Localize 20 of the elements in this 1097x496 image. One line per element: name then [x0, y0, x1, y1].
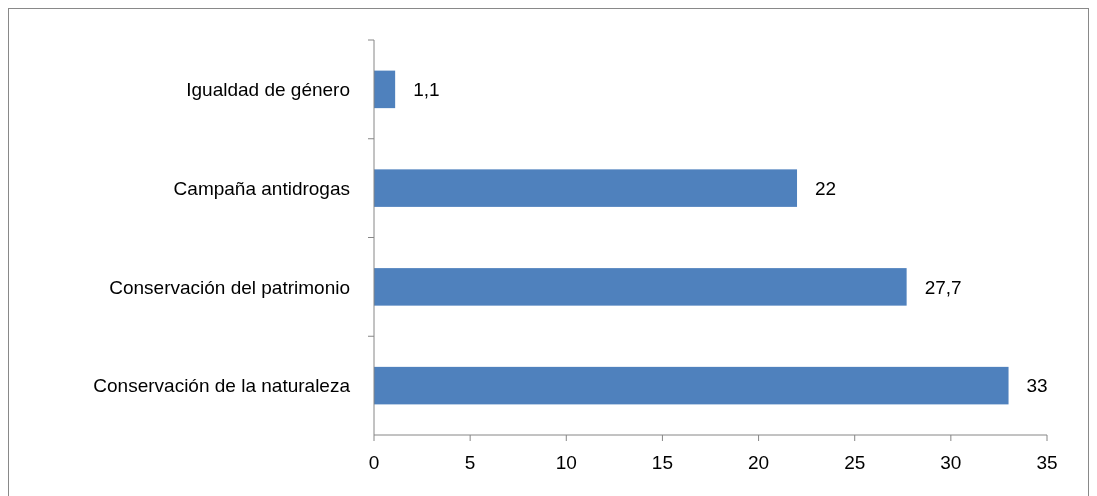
x-tick-label: 35 [1036, 452, 1058, 473]
y-tick-label: Campaña antidrogas [173, 177, 350, 199]
bar [374, 70, 396, 109]
x-tick-label: 10 [555, 452, 577, 473]
x-tick-label: 5 [464, 452, 476, 473]
bar [374, 268, 907, 306]
y-tick-label: Igualdad de género [186, 79, 350, 101]
y-tick-label: Conservación del patrimonio [109, 276, 350, 298]
data-label: 27,7 [924, 276, 962, 298]
data-label: 1,1 [413, 79, 440, 101]
bar [374, 169, 798, 207]
x-tick-label: 30 [940, 452, 962, 473]
bar [374, 366, 1009, 405]
data-label: 33 [1026, 375, 1048, 397]
x-tick-label: 0 [368, 452, 380, 473]
x-tick-label: 20 [748, 452, 770, 473]
y-tick-label: Conservación de la naturaleza [93, 375, 351, 397]
x-tick-label: 15 [651, 452, 673, 473]
data-label: 22 [815, 177, 837, 199]
x-tick-label: 25 [844, 452, 866, 473]
